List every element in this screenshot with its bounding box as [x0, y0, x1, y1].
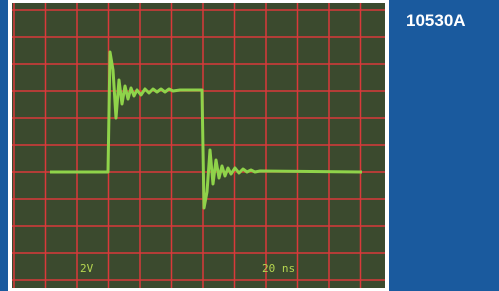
page: 2V 20 ns 10530A (() => { const data = JS… [0, 0, 499, 291]
time-per-div: 20 ns [262, 262, 295, 275]
volts-per-div: 2V [80, 262, 94, 275]
oscilloscope-figure: 2V 20 ns 10530A [0, 0, 499, 291]
model-label: 10530A [406, 11, 466, 30]
